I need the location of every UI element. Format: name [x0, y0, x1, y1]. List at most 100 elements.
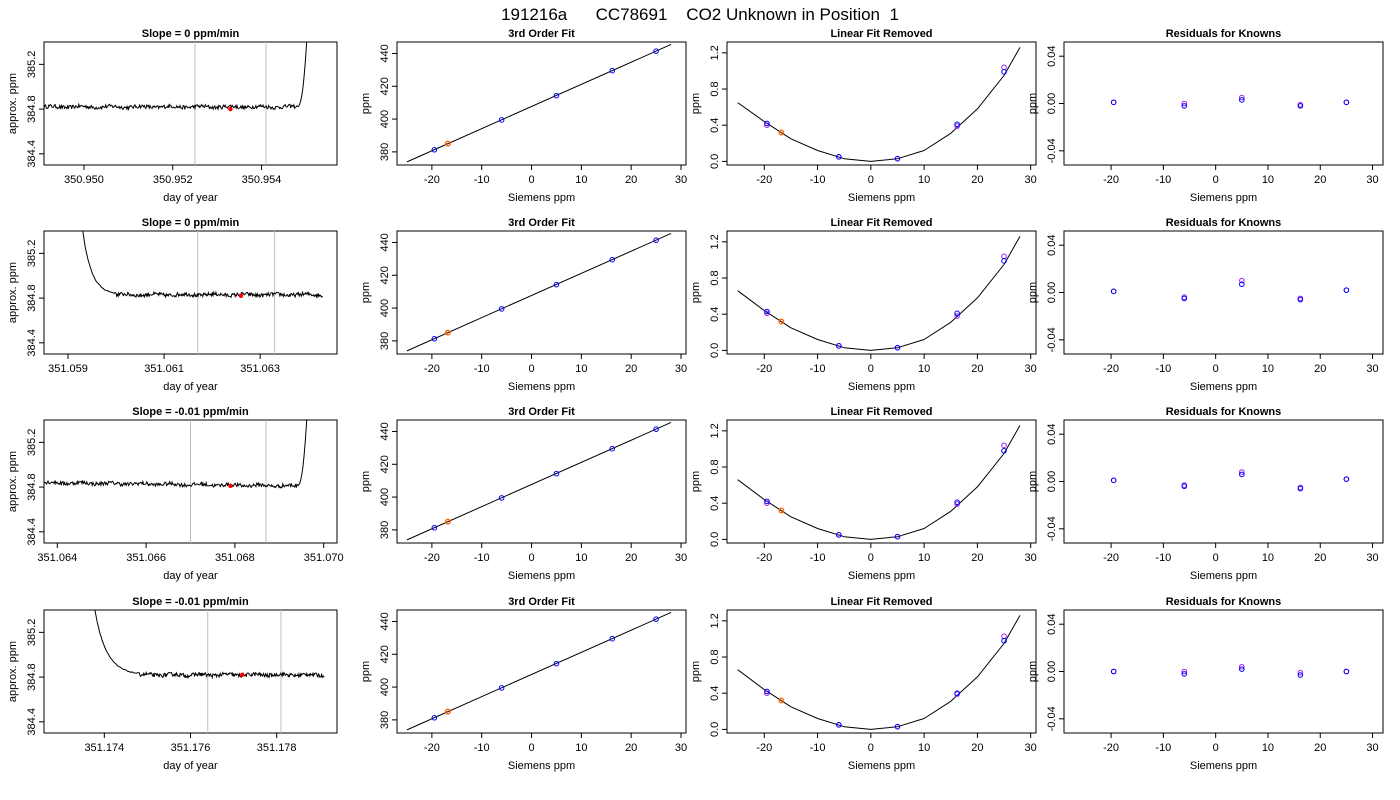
panel-title: Residuals for Knowns — [1166, 217, 1282, 229]
known-standard-point — [894, 344, 901, 351]
x-tick-label: 0 — [1213, 552, 1219, 564]
x-tick-label: 20 — [971, 552, 983, 564]
y-tick-label: 0.4 — [709, 496, 721, 511]
known-standard-point — [498, 495, 505, 501]
y-tick-label: 0.04 — [1046, 613, 1058, 634]
known-standard-point — [764, 308, 770, 315]
concentration-trace — [94, 610, 325, 680]
fit-point — [1001, 442, 1007, 449]
y-tick-label: 0.00 — [1046, 661, 1058, 682]
x-axis-label: day of year — [163, 381, 218, 393]
plot-area — [82, 231, 323, 354]
known-standard-point — [1001, 447, 1007, 454]
known-standard-point — [764, 498, 770, 505]
x-tick-label: 10 — [575, 742, 587, 754]
x-tick-label: 0 — [1213, 363, 1219, 375]
panel-title: Slope = -0.01 ppm/min — [132, 596, 249, 608]
y-tick-label: 420 — [379, 266, 391, 284]
plot-area — [406, 612, 672, 731]
x-axis-label: day of year — [163, 760, 218, 772]
known-standard-point — [1297, 296, 1304, 303]
y-tick-label: -0.04 — [1046, 516, 1058, 541]
known-standard-point — [1110, 668, 1117, 675]
x-tick-label: -10 — [810, 363, 826, 375]
plot-area — [1110, 277, 1350, 303]
current-value-point — [228, 483, 233, 489]
y-axis-label: ppm — [360, 282, 372, 303]
x-tick-label: -10 — [1155, 742, 1171, 754]
x-tick-label: 20 — [625, 552, 637, 564]
y-tick-label: 384.8 — [26, 473, 38, 501]
plot-frame — [43, 41, 338, 166]
x-axis-label: Siemens ppm — [848, 760, 915, 772]
fit-point — [764, 690, 770, 697]
panel-3-2: 3rd Order Fit -20 -10 0 10 20 30 380 400 420 440 Si… — [360, 406, 687, 582]
panel-4-3: Linear Fit Removed -20 -10 0 10 20 30 0.0 0.4 0.8… — [690, 596, 1037, 772]
fit-curve — [737, 425, 1021, 540]
known-standard-point — [1239, 281, 1245, 288]
known-standard-point — [1181, 483, 1188, 490]
concentration-trace — [44, 420, 308, 489]
x-tick-label: 10 — [1262, 552, 1274, 564]
y-tick-label: 0.8 — [709, 81, 721, 96]
x-tick-label: -20 — [756, 552, 772, 564]
panel-3-1: Slope = -0.01 ppm/min 351.064 351.066 351.0… — [7, 406, 344, 582]
x-tick-label: 30 — [1366, 552, 1378, 564]
y-axis-label: ppm — [360, 93, 372, 114]
known-standard-point — [498, 117, 505, 123]
panel-title: Linear Fit Removed — [830, 596, 932, 608]
fit-curve — [737, 615, 1021, 730]
y-tick-label: 0.00 — [1046, 93, 1058, 114]
y-tick-label: 380 — [379, 521, 391, 539]
x-tick-label: -10 — [1155, 363, 1171, 375]
x-axis-label: day of year — [163, 192, 218, 204]
fit-point — [764, 500, 770, 507]
x-tick-label: 350.954 — [242, 174, 282, 186]
x-tick-label: -20 — [756, 174, 772, 186]
fit-line — [406, 44, 672, 163]
known-standard-point — [1181, 671, 1188, 677]
fit-point — [954, 501, 960, 507]
unknown-point — [778, 507, 785, 514]
panel-1-2: 3rd Order Fit -20 -10 0 10 20 30 380 400 420 440 Si… — [360, 28, 687, 204]
x-tick-label: 350.950 — [64, 174, 104, 186]
x-tick-label: 20 — [971, 363, 983, 375]
y-axis-label: approx. ppm — [7, 73, 19, 134]
known-standard-point — [1181, 103, 1188, 109]
x-tick-label: 20 — [1314, 174, 1326, 186]
y-tick-label: 400 — [379, 299, 391, 317]
x-tick-label: -20 — [756, 742, 772, 754]
known-standard-point — [1343, 668, 1350, 675]
known-standard-point — [954, 690, 960, 697]
y-tick-label: -0.04 — [1046, 706, 1058, 731]
y-tick-label: 384.8 — [26, 284, 38, 312]
x-tick-label: 0 — [1213, 742, 1219, 754]
known-standard-point — [1239, 471, 1245, 478]
x-tick-label: -20 — [1103, 742, 1119, 754]
panel-title: 3rd Order Fit — [508, 406, 575, 418]
known-standard-point — [553, 92, 560, 99]
x-tick-label: 30 — [1366, 363, 1378, 375]
known-standard-point — [498, 306, 505, 312]
known-standard-point — [1343, 287, 1350, 293]
y-tick-label: 0.0 — [709, 343, 721, 358]
plot-frame — [396, 609, 687, 734]
panel-title: 3rd Order Fit — [508, 596, 575, 608]
x-tick-label: 10 — [918, 552, 930, 564]
y-tick-label: 440 — [379, 233, 391, 251]
y-axis-label: ppm — [360, 661, 372, 682]
known-standard-point — [1001, 258, 1007, 264]
x-axis-label: Siemens ppm — [848, 192, 915, 204]
fit-point — [1001, 253, 1007, 260]
x-axis-label: day of year — [163, 570, 218, 582]
x-tick-label: 30 — [675, 174, 687, 186]
x-tick-label: 0 — [1213, 174, 1219, 186]
x-tick-label: 30 — [675, 363, 687, 375]
y-tick-label: 1.2 — [709, 45, 721, 60]
panel-2-2: 3rd Order Fit -20 -10 0 10 20 30 380 400 420 440 Si… — [360, 217, 687, 393]
x-tick-label: -10 — [474, 552, 490, 564]
y-tick-label: 0.00 — [1046, 282, 1058, 303]
y-axis-label: ppm — [1027, 661, 1039, 682]
known-standard-point — [1239, 666, 1245, 672]
known-standard-point — [836, 343, 842, 349]
